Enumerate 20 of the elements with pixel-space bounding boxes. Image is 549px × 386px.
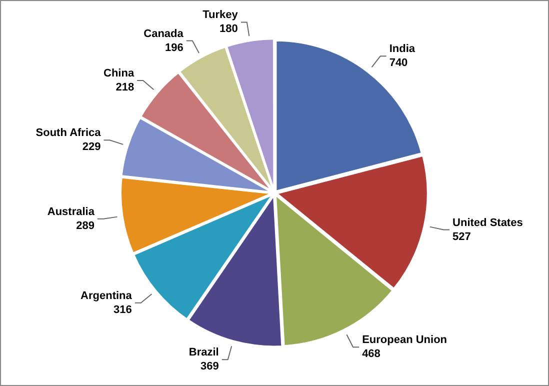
data-label: 229: [82, 141, 101, 154]
data-label: 740: [389, 57, 408, 70]
data-label: 218: [116, 82, 134, 94]
slice-label: Brazil: [188, 346, 219, 359]
data-label: 369: [200, 360, 219, 373]
slice-label: Australia: [47, 206, 96, 218]
slice-label: South Africa: [36, 127, 102, 140]
data-label: 289: [76, 220, 94, 232]
slice-label: India: [389, 43, 416, 56]
slice-label: European Union: [362, 334, 448, 346]
slice-label: China: [104, 68, 135, 80]
data-label: 196: [165, 42, 184, 54]
data-label: 527: [452, 230, 471, 243]
data-label: 180: [220, 23, 238, 36]
slice-label: United States: [452, 216, 523, 229]
data-label: 468: [362, 348, 380, 360]
slice-label: Turkey: [202, 9, 239, 22]
data-label: 316: [114, 304, 132, 316]
slice-label: Argentina: [80, 290, 133, 302]
slice-label: Canada: [144, 28, 184, 40]
